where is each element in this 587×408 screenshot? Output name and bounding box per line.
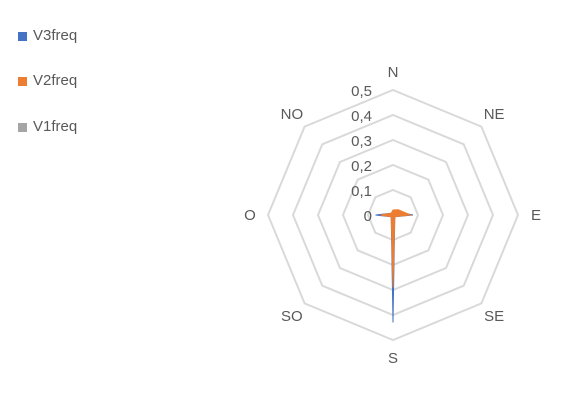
legend-item-v3freq: V3freq (18, 27, 77, 45)
legend-label-v3freq: V3freq (33, 27, 78, 44)
axis-label-layer: N NE E SE S SO O NO (244, 64, 541, 367)
grid-ring-5 (266, 88, 520, 342)
tick-layer: 0 0,1 0,2 0,3 0,4 0,5 (351, 83, 372, 225)
tick-label-2: 0,2 (351, 158, 372, 175)
category-label-ne: NE (484, 106, 505, 123)
category-label-o: O (244, 207, 256, 224)
legend-swatch-v3freq (18, 31, 27, 41)
legend-swatch-v2freq (18, 76, 27, 86)
category-label-no: NO (281, 106, 304, 123)
legend-label-v2freq: V2freq (33, 72, 78, 89)
chart-legend: V3freq V2freq V1freq (18, 27, 138, 147)
legend-item-v1freq: V1freq (18, 118, 77, 136)
series-layer (375, 209, 414, 323)
legend-label-v1freq: V1freq (33, 118, 78, 135)
tick-label-3: 0,3 (351, 133, 372, 150)
legend-item-v2freq: V2freq (18, 72, 77, 90)
series-area-v2freq (380, 209, 413, 288)
tick-label-4: 0,4 (351, 108, 372, 125)
legend-swatch-v1freq (18, 122, 27, 132)
tick-label-5: 0,5 (351, 83, 372, 100)
category-label-n: N (388, 64, 399, 81)
category-label-s: S (388, 350, 398, 367)
tick-label-0: 0 (364, 208, 372, 225)
category-label-so: SO (281, 308, 303, 325)
category-label-se: SE (484, 308, 504, 325)
category-label-e: E (531, 207, 541, 224)
tick-label-1: 0,1 (351, 183, 372, 200)
